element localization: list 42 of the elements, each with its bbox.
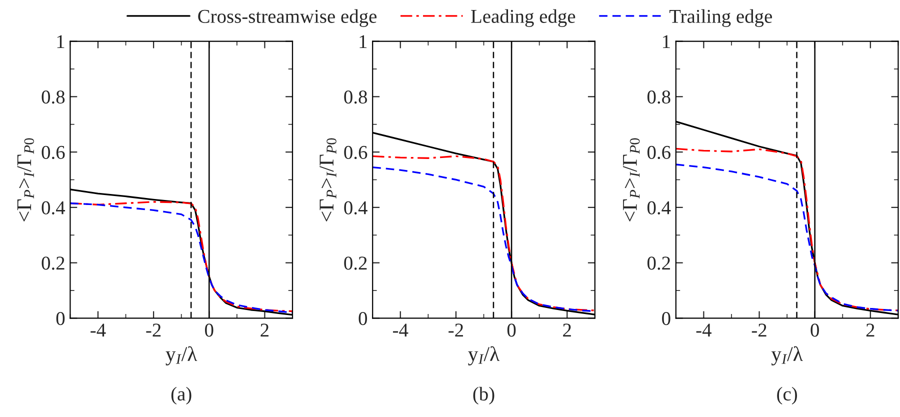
y-tick-label: 1 [360, 35, 367, 48]
y-tick-label: 0.2 [647, 256, 670, 270]
x-tick-label: -4 [393, 324, 408, 337]
y-tick-label: 0 [56, 312, 65, 326]
x-axis-title: y$_{I}$/λ [771, 346, 803, 366]
y-tick-label: 0 [662, 312, 670, 326]
y-tick-label: 0.4 [647, 201, 671, 214]
y-tick-label: 0.6 [344, 146, 368, 160]
y-tick-label: 0.8 [344, 90, 367, 104]
x-tick-label: -2 [752, 324, 766, 337]
x-tick-label: -2 [146, 324, 161, 337]
x-tick-label: 2 [260, 324, 268, 337]
x-tick-label: -4 [696, 324, 712, 337]
y-tick-label: 0.2 [42, 256, 64, 270]
text: (b) [473, 386, 494, 405]
legend-label: Trailing edge [669, 9, 772, 27]
x-axis-title: y$_{I}$/λ [468, 346, 500, 366]
y-tick-label: 0.8 [42, 90, 65, 104]
x-tick-label: 2 [866, 324, 874, 337]
y-tick-label: 1 [57, 35, 64, 48]
y-tick-label: 0.4 [42, 201, 66, 214]
y-tick-label: 0.6 [42, 146, 65, 160]
y-tick-label: 0.8 [647, 90, 670, 104]
y-axis-title: <Γ$_{P}$>$_{I}$/Γ$_{P0}$ [622, 138, 640, 222]
y-axis-title: <Γ$_{P}$>$_{I}$/Γ$_{P0}$ [17, 138, 34, 222]
x-tick-label: -2 [448, 324, 463, 337]
y-tick-label: 1 [663, 35, 670, 48]
x-tick-label: 0 [507, 324, 516, 337]
x-axis-title: y$_{I}$/λ [166, 346, 198, 366]
x-tick-label: 2 [563, 324, 571, 337]
y-axis-title: <Γ$_{P}$>$_{I}$/Γ$_{P0}$ [320, 138, 336, 222]
x-tick-label: 0 [205, 324, 214, 337]
y-tick-label: 0 [358, 312, 367, 326]
y-tick-label: 0.6 [647, 146, 670, 160]
legend-label: Leading edge [471, 9, 576, 27]
legend-label: Cross-streamwise edge [198, 9, 376, 27]
text: (a) [171, 386, 192, 405]
y-tick-label: 0.4 [344, 201, 368, 214]
x-tick-label: -4 [90, 324, 106, 337]
x-tick-label: 0 [810, 324, 819, 337]
text: (c) [777, 386, 797, 405]
y-tick-label: 0.2 [344, 256, 367, 270]
